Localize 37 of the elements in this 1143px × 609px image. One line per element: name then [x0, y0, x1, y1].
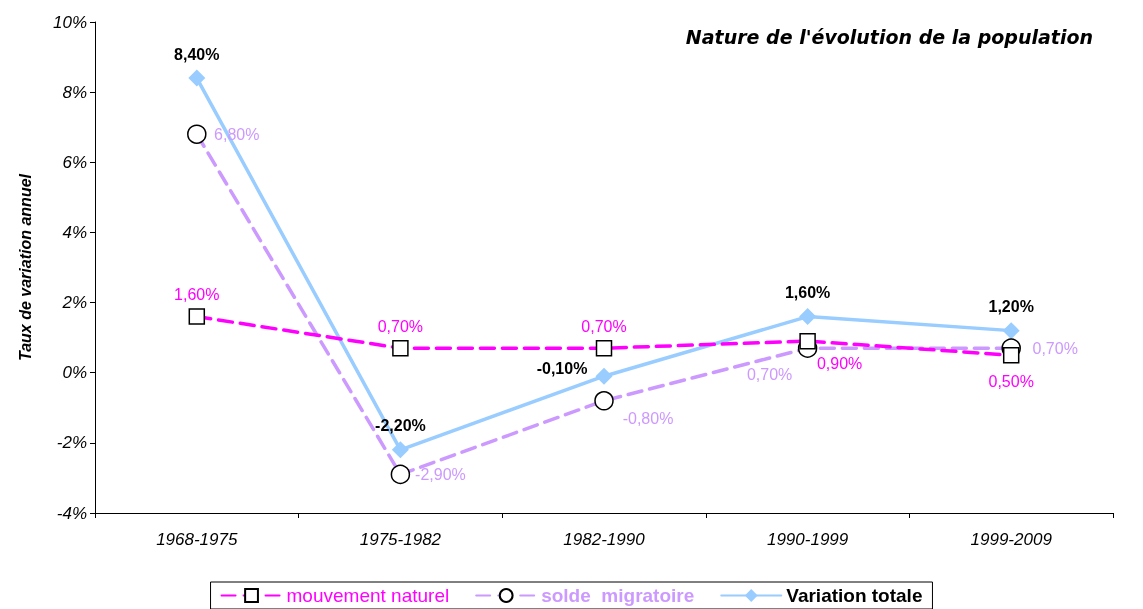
y-tick-label: 10% [52, 12, 87, 32]
data-label: 0,70% [581, 317, 627, 335]
x-tick-label: 1982-1990 [563, 530, 646, 549]
data-label: 1,20% [988, 298, 1034, 316]
chart-title: Nature de l'évolution de la population [685, 25, 1094, 48]
x-tick-label: 1990-1999 [766, 530, 849, 549]
data-label: 0,70% [377, 317, 424, 335]
data-label: 0,50% [988, 372, 1034, 390]
legend-label: solde migratoire [541, 585, 695, 606]
data-label: 1,60% [784, 284, 831, 302]
point [799, 308, 817, 326]
y-tick-label: 2% [61, 293, 87, 313]
y-tick-label: 4% [62, 222, 87, 242]
data-label: 0,90% [816, 354, 863, 372]
y-tick-label: -4% [56, 503, 87, 523]
y-tick-label: 6% [62, 152, 87, 172]
x-tick-label: 1999-2009 [970, 530, 1053, 549]
legend-label: mouvement naturel [286, 585, 450, 606]
y-axis-title: Taux de variation annuel [16, 173, 34, 362]
data-label: 0,70% [746, 365, 793, 383]
point [391, 441, 409, 459]
data-label: 1,60% [174, 286, 220, 304]
data-label: 0,70% [1032, 339, 1078, 357]
y-tick-label: 0% [62, 363, 87, 383]
x-tick-label: 1975-1982 [359, 530, 442, 549]
point [1002, 322, 1020, 340]
y-tick-label: 8% [62, 82, 87, 102]
legend-label: Variation totale [786, 585, 923, 606]
point [188, 69, 206, 87]
data-label: -0,10% [536, 359, 588, 377]
data-label: -0,80% [622, 410, 674, 428]
data-label: -2,90% [415, 465, 466, 483]
data-label: -2,20% [375, 417, 426, 435]
data-label: 8,40% [174, 45, 220, 63]
y-tick-label: -2% [56, 433, 87, 453]
x-tick-label: 1968-1975 [156, 530, 238, 549]
point [595, 367, 613, 385]
